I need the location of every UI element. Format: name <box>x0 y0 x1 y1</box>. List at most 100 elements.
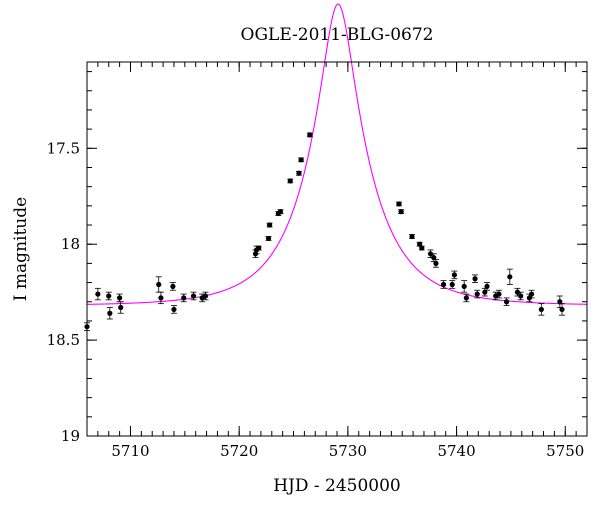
data-point <box>157 291 164 305</box>
data-point <box>265 235 272 242</box>
data-point <box>306 132 313 138</box>
data-point <box>190 291 197 301</box>
point-marker <box>461 283 467 289</box>
data-point <box>170 305 177 314</box>
data-point <box>528 289 535 299</box>
data-point <box>559 303 565 316</box>
point-marker <box>451 272 457 278</box>
data-point <box>517 291 524 301</box>
point-marker <box>484 283 490 289</box>
data-point <box>155 276 162 293</box>
point-marker <box>419 245 425 251</box>
point-marker <box>202 293 209 299</box>
point-marker <box>507 274 513 280</box>
data-point <box>94 287 101 301</box>
point-marker <box>417 241 423 247</box>
point-marker <box>398 209 404 215</box>
point-marker <box>433 260 439 266</box>
point-marker <box>181 295 187 301</box>
point-marker <box>427 251 434 257</box>
data-point <box>503 297 510 306</box>
x-tick-label: 5740 <box>437 442 475 460</box>
data-point <box>202 291 209 301</box>
point-marker <box>514 289 521 295</box>
data-point <box>514 287 521 297</box>
point-marker <box>307 132 313 138</box>
point-marker <box>538 306 544 313</box>
data-point <box>295 170 302 176</box>
data-point <box>449 280 456 289</box>
point-marker <box>265 235 272 242</box>
point-marker <box>449 281 455 288</box>
data-point <box>506 268 513 285</box>
point-marker <box>409 233 415 240</box>
point-marker <box>190 293 197 299</box>
point-marker <box>256 245 262 251</box>
y-axis-label: I magnitude <box>11 197 31 301</box>
x-tick-label: 5720 <box>220 442 258 460</box>
point-marker <box>518 293 524 299</box>
point-marker <box>463 295 469 301</box>
y-tick-label: 18.5 <box>47 331 80 349</box>
point-marker <box>118 304 124 311</box>
data-point <box>266 222 273 228</box>
y-tick-label: 17.5 <box>47 139 80 157</box>
point-marker <box>106 293 112 299</box>
data-point <box>472 274 479 283</box>
chart-title: OGLE-2011-BLG-0672 <box>241 25 434 45</box>
point-marker <box>431 255 437 261</box>
point-marker <box>559 306 565 313</box>
data-point <box>461 280 468 293</box>
data-point <box>287 178 294 184</box>
data-point <box>395 201 402 207</box>
data-point <box>484 282 490 291</box>
point-marker <box>528 291 535 297</box>
point-marker <box>95 291 101 297</box>
point-marker <box>474 291 480 297</box>
point-marker <box>296 170 302 176</box>
point-marker <box>472 276 478 282</box>
data-point <box>432 259 439 268</box>
data-point <box>481 287 488 297</box>
point-marker <box>482 289 488 295</box>
point-marker <box>287 178 293 184</box>
data-point <box>169 282 176 291</box>
data-point <box>463 293 470 303</box>
point-marker <box>298 157 304 163</box>
data-point <box>474 289 481 299</box>
data-point <box>418 245 425 251</box>
x-tick-label: 5750 <box>546 442 584 460</box>
data-points <box>84 132 565 331</box>
x-tick-label: 5710 <box>111 442 149 460</box>
data-point <box>495 289 502 299</box>
axis-ticks: 5710 5720 5730 5740 5750 17.5 18 18.5 19 <box>47 62 588 460</box>
point-marker <box>277 209 284 215</box>
data-point <box>277 209 284 215</box>
point-marker <box>503 299 510 305</box>
data-point <box>180 293 187 303</box>
data-point <box>409 233 415 240</box>
data-point <box>105 291 112 301</box>
point-marker <box>267 222 273 228</box>
model-curve <box>86 3 588 305</box>
data-point <box>440 280 447 289</box>
data-point <box>255 245 262 251</box>
point-marker <box>107 310 113 316</box>
point-marker <box>117 295 123 301</box>
point-marker <box>496 291 502 297</box>
x-axis-label: HJD - 2450000 <box>273 476 401 496</box>
plot-frame <box>86 61 588 437</box>
data-point <box>427 249 434 259</box>
point-marker <box>156 281 162 288</box>
point-marker <box>158 295 164 301</box>
data-point <box>398 209 405 215</box>
point-marker <box>170 283 176 289</box>
data-point <box>106 307 113 320</box>
y-tick-label: 18 <box>61 235 80 253</box>
point-marker <box>171 306 177 313</box>
data-point <box>538 303 545 316</box>
model-layer <box>86 3 588 305</box>
point-marker <box>396 201 402 207</box>
data-point <box>298 157 305 163</box>
